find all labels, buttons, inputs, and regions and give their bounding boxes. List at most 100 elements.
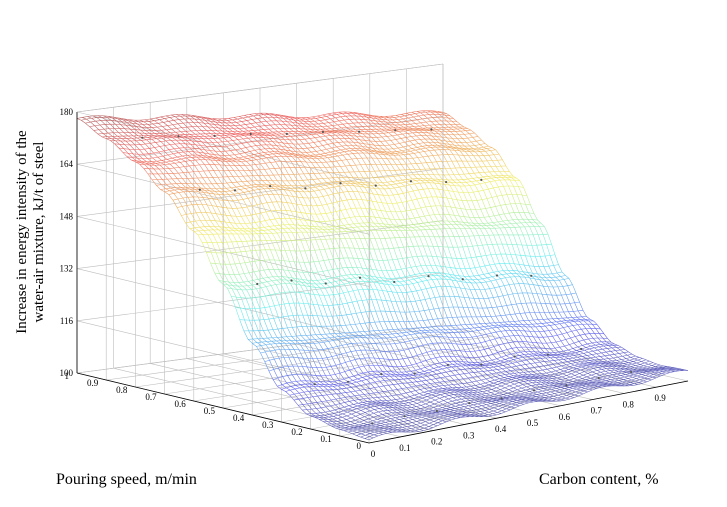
mesh-segment — [149, 169, 153, 174]
mesh-segment — [290, 218, 294, 224]
mesh-segment — [335, 167, 339, 173]
mesh-segment — [564, 279, 568, 285]
mesh-segment — [527, 360, 531, 363]
mesh-segment — [419, 143, 423, 146]
mesh-segment — [211, 253, 215, 264]
mesh-segment — [205, 165, 209, 171]
mesh-segment — [503, 408, 507, 409]
mesh-segment — [496, 402, 500, 403]
mesh-segment — [550, 358, 554, 361]
mesh-segment — [226, 161, 230, 165]
mesh-segment — [432, 327, 436, 330]
mesh-segment — [561, 380, 565, 382]
mesh-segment — [365, 216, 369, 223]
mesh-segment — [253, 339, 257, 343]
mesh-segment — [395, 188, 399, 194]
mesh-segment — [349, 378, 353, 381]
mesh-segment — [377, 202, 381, 211]
mesh-segment — [535, 227, 539, 235]
mesh-segment — [548, 337, 552, 343]
mesh-segment — [441, 326, 445, 330]
mesh-segment — [482, 406, 486, 408]
mesh-segment — [419, 126, 423, 128]
mesh-segment — [303, 180, 307, 185]
mesh-segment — [469, 217, 473, 223]
mesh-segment — [506, 204, 510, 213]
mesh-segment — [173, 125, 177, 129]
mesh-segment — [401, 114, 405, 115]
mesh-segment — [298, 197, 302, 205]
mesh-segment — [321, 284, 325, 288]
mesh-segment — [578, 357, 582, 359]
mesh-segment — [106, 120, 110, 124]
mesh-segment — [168, 155, 172, 158]
mesh-segment — [396, 139, 400, 143]
mesh-segment — [299, 131, 303, 133]
mesh-segment — [440, 150, 444, 155]
mesh-segment — [479, 173, 483, 177]
mesh-segment — [346, 209, 350, 217]
mesh-segment — [269, 129, 273, 132]
mesh-segment — [370, 239, 374, 249]
mesh-segment — [505, 388, 509, 390]
mesh-segment — [481, 317, 485, 324]
mesh-segment — [436, 206, 440, 214]
mesh-segment — [421, 331, 425, 333]
mesh-segment — [491, 178, 495, 181]
mesh-segment — [503, 271, 507, 274]
mesh-segment — [257, 343, 261, 346]
mesh-segment — [528, 235, 532, 245]
mesh-segment — [245, 309, 249, 321]
mesh-segment — [235, 223, 239, 228]
mesh-segment — [408, 247, 412, 257]
mesh-segment — [403, 425, 407, 427]
mesh-segment — [575, 353, 579, 355]
mesh-segment — [128, 136, 132, 138]
mesh-segment — [242, 122, 246, 125]
mesh-segment — [262, 159, 266, 163]
mesh-segment — [423, 189, 427, 197]
mesh-segment — [497, 160, 501, 166]
mesh-segment — [471, 386, 475, 388]
mesh-segment — [619, 354, 623, 357]
mesh-segment — [475, 229, 479, 236]
mesh-segment — [391, 400, 395, 402]
mesh-segment — [351, 422, 355, 424]
mesh-segment — [161, 117, 165, 119]
mesh-segment — [404, 350, 408, 358]
mesh-segment — [483, 330, 487, 335]
mesh-segment — [326, 162, 330, 167]
mesh-segment — [155, 133, 159, 135]
mesh-segment — [404, 281, 408, 284]
mesh-segment — [214, 171, 218, 178]
mesh-segment — [330, 334, 334, 337]
mesh-segment — [363, 424, 367, 425]
mesh-segment — [107, 137, 111, 139]
mesh-segment — [237, 242, 241, 252]
mesh-segment — [318, 229, 322, 232]
mesh-segment — [497, 244, 501, 254]
mesh-segment — [506, 278, 510, 285]
mesh-segment — [625, 349, 629, 351]
mesh-segment — [386, 164, 390, 170]
mesh-segment — [359, 186, 363, 192]
mesh-segment — [436, 358, 440, 363]
mesh-segment — [353, 404, 357, 406]
mesh-segment — [515, 227, 519, 235]
mesh-segment — [316, 134, 320, 137]
mesh-segment — [231, 162, 235, 166]
mesh-segment — [518, 386, 522, 388]
mesh-segment — [240, 166, 244, 171]
mesh-segment — [520, 227, 524, 235]
mesh-segment — [228, 141, 232, 145]
mesh-segment — [296, 385, 300, 387]
mesh-segment — [355, 424, 359, 425]
mesh-segment — [454, 135, 458, 139]
mesh-segment — [494, 235, 498, 244]
mesh-segment — [261, 297, 265, 308]
mesh-segment — [324, 156, 328, 158]
mesh-segment — [314, 295, 318, 305]
mesh-segment — [461, 258, 465, 268]
mesh-segment — [422, 146, 426, 148]
mesh-segment — [493, 370, 497, 373]
